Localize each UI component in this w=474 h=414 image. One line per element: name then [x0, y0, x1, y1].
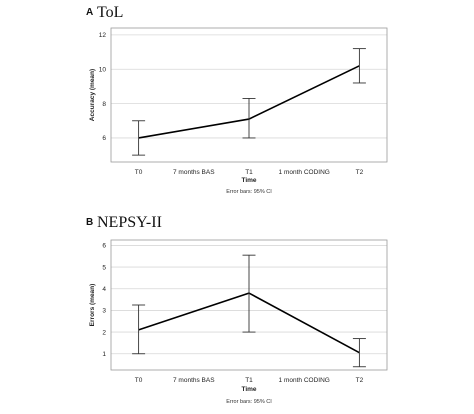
x-tick-label: 7 months BAS: [173, 169, 215, 176]
y-tick-label: 5: [102, 264, 106, 271]
y-tick-label: 12: [99, 32, 107, 39]
y-tick-label: 10: [99, 66, 107, 73]
chart-panel-a: A ToL 6 8 10 12 T0 7 months BAS T1 1 month CODING…: [86, 4, 388, 195]
error-bar: [132, 120, 146, 156]
plot-frame: [110, 27, 388, 163]
error-bar: [242, 97, 256, 139]
y-axis-label: Accuracy (mean): [89, 69, 96, 121]
x-tick-label: 7 months BAS: [173, 377, 215, 384]
x-tick-label: T2: [356, 377, 364, 384]
x-tick-label: T1: [245, 377, 253, 384]
chart-title: NEPSY-II: [97, 214, 162, 231]
y-tick-label: 6: [102, 135, 106, 142]
chart-panel-b: B NEPSY-II 1 2 3 4 5 6 T0 7 months BAS T1 1 month C…: [86, 214, 388, 405]
error-bars-note: Error bars: 95% CI: [226, 399, 272, 405]
error-bar: [242, 254, 256, 333]
x-tick-label: T0: [135, 169, 143, 176]
x-tick-label: T0: [135, 377, 143, 384]
x-axis-label: Time: [241, 386, 256, 393]
y-tick-label: 6: [102, 243, 106, 250]
y-tick-label: 4: [102, 286, 106, 293]
x-axis-label: Time: [241, 177, 256, 184]
panel-letter: A: [86, 7, 93, 18]
error-bars-note: Error bars: 95% CI: [226, 189, 272, 195]
chart-title: ToL: [97, 4, 123, 21]
error-bar: [352, 338, 366, 368]
y-tick-label: 3: [102, 308, 106, 315]
y-tick-label: 2: [102, 329, 106, 336]
error-bar: [132, 304, 146, 355]
y-tick-label: 8: [102, 101, 106, 108]
y-axis-label: Errors (mean): [89, 284, 96, 327]
panel-letter: B: [86, 217, 93, 228]
error-bar: [352, 48, 366, 84]
plot-frame: [110, 239, 388, 371]
x-tick-label: 1 month CODING: [279, 377, 330, 384]
x-tick-label: T2: [356, 169, 364, 176]
y-tick-label: 1: [102, 351, 106, 358]
x-tick-label: 1 month CODING: [279, 169, 330, 176]
x-tick-label: T1: [245, 169, 253, 176]
